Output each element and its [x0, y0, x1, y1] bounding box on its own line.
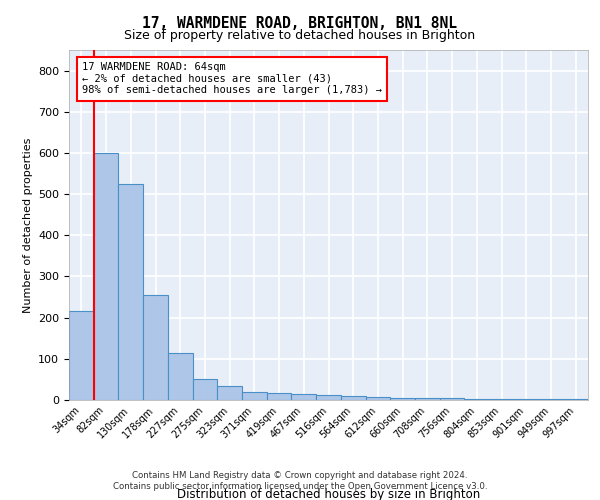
Bar	[365, 396, 390, 400]
Text: Size of property relative to detached houses in Brighton: Size of property relative to detached ho…	[124, 29, 476, 42]
Bar	[94, 153, 118, 400]
Bar	[267, 392, 292, 400]
Text: Contains HM Land Registry data © Crown copyright and database right 2024.: Contains HM Land Registry data © Crown c…	[132, 471, 468, 480]
Y-axis label: Number of detached properties: Number of detached properties	[23, 138, 32, 312]
Bar	[390, 398, 415, 400]
Bar	[292, 394, 316, 400]
Bar	[242, 392, 267, 400]
Bar	[464, 399, 489, 400]
Bar	[143, 295, 168, 400]
Bar	[514, 399, 539, 400]
Bar	[440, 398, 464, 400]
Bar	[168, 352, 193, 400]
Bar	[118, 184, 143, 400]
Bar	[563, 399, 588, 400]
Text: 17 WARMDENE ROAD: 64sqm
← 2% of detached houses are smaller (43)
98% of semi-det: 17 WARMDENE ROAD: 64sqm ← 2% of detached…	[82, 62, 382, 96]
Bar	[539, 399, 563, 400]
X-axis label: Distribution of detached houses by size in Brighton: Distribution of detached houses by size …	[177, 488, 480, 500]
Bar	[69, 312, 94, 400]
Bar	[341, 396, 365, 400]
Text: 17, WARMDENE ROAD, BRIGHTON, BN1 8NL: 17, WARMDENE ROAD, BRIGHTON, BN1 8NL	[143, 16, 458, 31]
Bar	[217, 386, 242, 400]
Text: Contains public sector information licensed under the Open Government Licence v3: Contains public sector information licen…	[113, 482, 487, 491]
Bar	[489, 399, 514, 400]
Bar	[415, 398, 440, 400]
Bar	[193, 380, 217, 400]
Bar	[316, 395, 341, 400]
